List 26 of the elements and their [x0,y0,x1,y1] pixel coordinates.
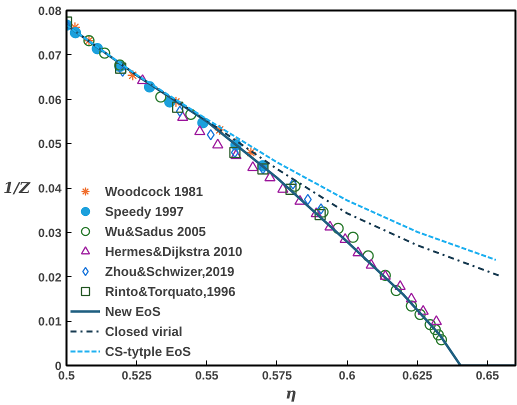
legend-label: Closed virial [105,323,182,339]
x-tick-label: 0.6 [338,368,356,382]
legend-label: Zhou&Schwizer,2019 [105,263,234,279]
y-axis-title: 1/Z [3,179,32,197]
y-tick-label: 0.08 [38,4,62,18]
y-tick-label: 0.01 [38,314,62,329]
y-tick-label: 0.04 [38,182,62,196]
legend-label: Hermes&Dijkstra 2010 [105,243,242,259]
legend-label: Rinto&Torquato,1996 [105,283,236,299]
legend-label: CS-tytple EoS [105,343,191,359]
x-axis-title: η [286,384,297,402]
x-tick-label: 0.575 [262,368,292,382]
legend-label: New EoS [105,303,161,319]
y-tick-label: 0.06 [38,92,62,107]
legend-label: Speedy 1997 [105,203,184,219]
y-tick-label: 0.05 [38,137,62,152]
x-tick-label: 0.525 [122,368,152,382]
x-tick-label: 0.625 [402,368,433,382]
legend-label: Wu&Sadus 2005 [105,223,206,239]
y-tick-label: 0.02 [38,270,62,284]
x-tick-label: 0.65 [476,368,500,382]
x-tick-label: 0.55 [195,368,219,382]
x-tick-label: 0.5 [58,368,76,382]
legend-label: Woodcock 1981 [105,183,204,199]
y-tick-label: 0.03 [38,226,62,240]
y-tick-label: 0.07 [38,48,62,62]
